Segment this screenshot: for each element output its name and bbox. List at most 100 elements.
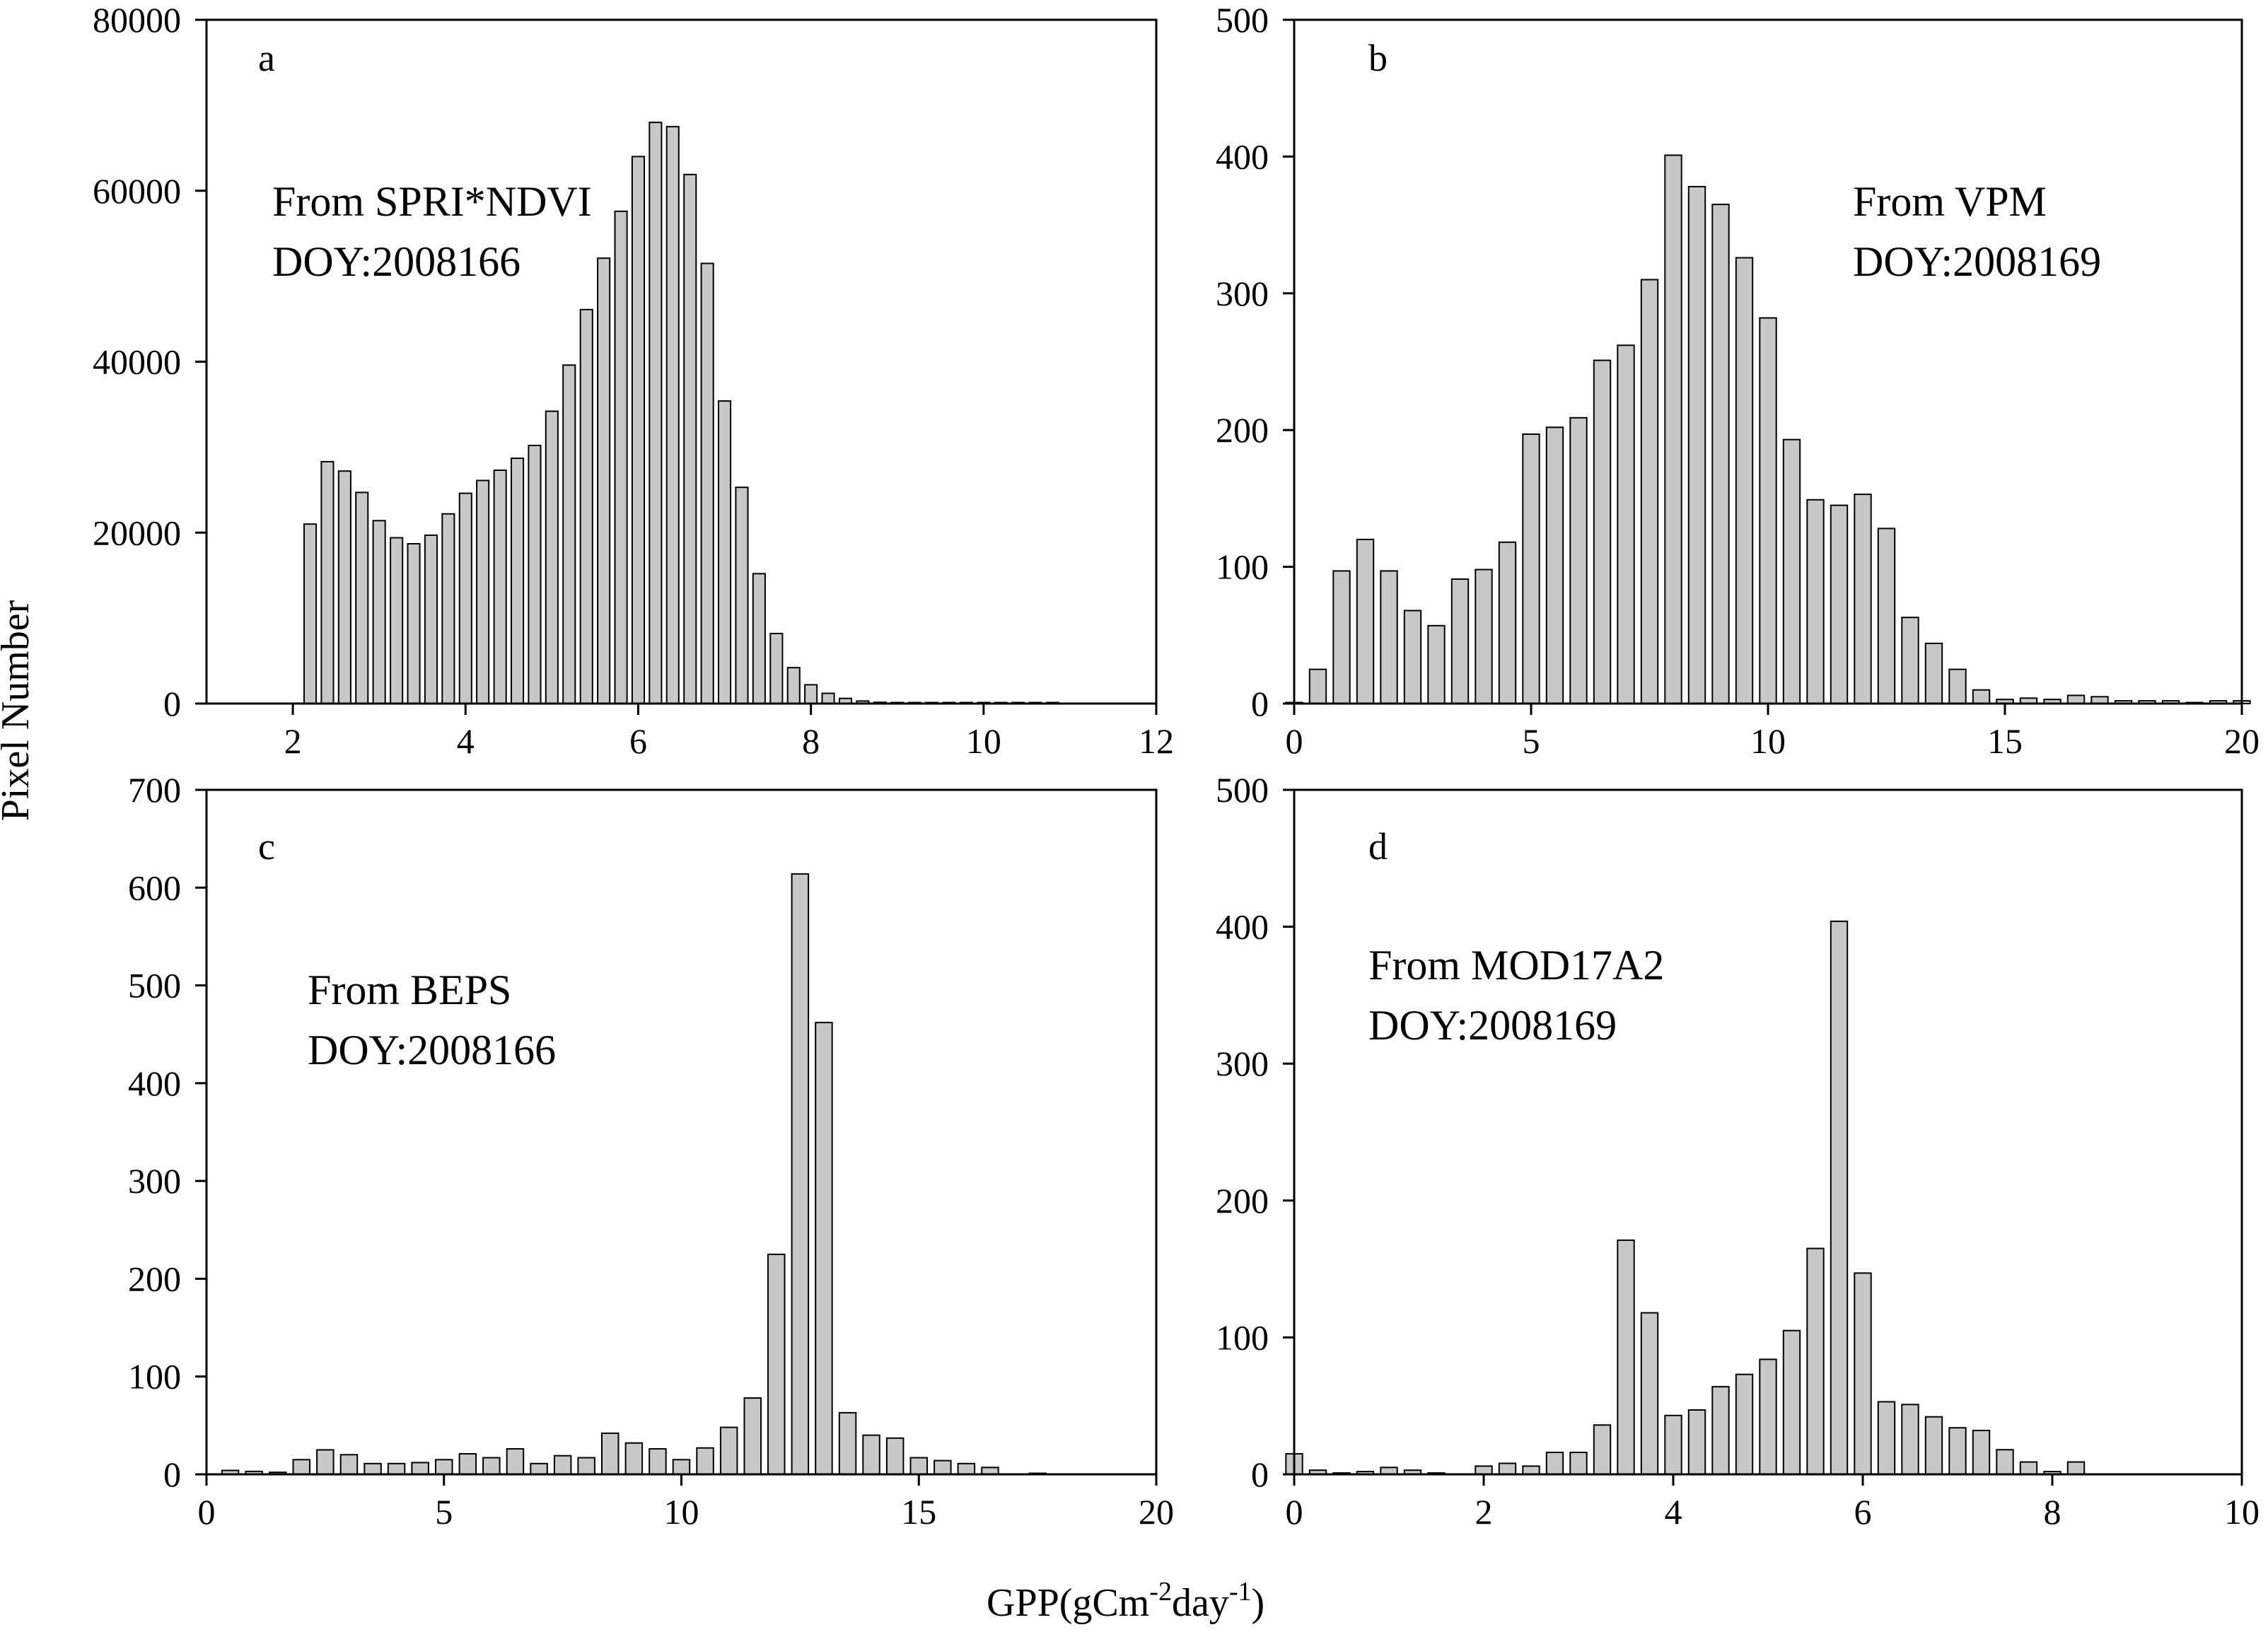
- bar-a-16: [579, 308, 593, 704]
- bar-b-12: [1569, 416, 1588, 704]
- bar-b-2: [1332, 570, 1351, 705]
- y-tick-label-d-0: 0: [1251, 1455, 1269, 1494]
- bar-c-21: [719, 1426, 738, 1475]
- y-tick-label-d-4: 400: [1216, 907, 1269, 947]
- x-axis-title-sup2: -1: [1229, 1577, 1252, 1607]
- bar-d-8: [1498, 1462, 1517, 1475]
- bar-a-17: [597, 257, 611, 704]
- bar-a-30: [821, 692, 835, 704]
- bar-a-7: [424, 534, 438, 705]
- x-tick-label-b-2: 10: [1750, 721, 1786, 761]
- bar-d-22: [1830, 920, 1849, 1475]
- plot-frame-d: [1293, 788, 2243, 1476]
- annotation-a-1: DOY:2008166: [272, 238, 521, 285]
- bar-d-30: [2019, 1461, 2038, 1476]
- bar-d-18: [1735, 1373, 1754, 1475]
- bar-b-17: [1687, 185, 1706, 704]
- bar-a-5: [390, 537, 404, 704]
- bar-a-6: [407, 543, 421, 704]
- x-tick-label-a-1: 4: [457, 721, 475, 761]
- bar-b-29: [1972, 689, 1991, 705]
- x-tick-label-a-5: 12: [1139, 721, 1174, 761]
- x-tick-label-b-4: 20: [2224, 721, 2260, 761]
- panel-letter-a: a: [258, 37, 275, 79]
- bar-a-15: [562, 364, 576, 704]
- bar-a-9: [458, 492, 472, 704]
- bar-d-20: [1782, 1329, 1801, 1475]
- x-tick-label-d-1: 2: [1475, 1492, 1493, 1532]
- bar-c-10: [458, 1453, 477, 1475]
- bar-c-18: [649, 1448, 667, 1475]
- bar-d-11: [1569, 1452, 1588, 1475]
- bar-c-4: [316, 1449, 335, 1475]
- bar-b-22: [1806, 499, 1825, 704]
- x-tick-label-d-5: 10: [2224, 1492, 2260, 1532]
- x-tick-label-a-0: 2: [284, 721, 302, 761]
- bar-c-27: [862, 1434, 880, 1475]
- bar-a-14: [545, 410, 559, 704]
- bar-d-32: [2066, 1461, 2086, 1476]
- bar-b-21: [1782, 438, 1801, 704]
- bar-a-22: [683, 173, 697, 705]
- bar-b-27: [1924, 642, 1943, 705]
- x-axis-title: GPP(gCm-2day-1): [987, 1577, 1264, 1625]
- bar-c-29: [909, 1457, 928, 1475]
- bar-d-10: [1545, 1452, 1564, 1475]
- y-tick-label-c-2: 200: [128, 1259, 181, 1298]
- bar-a-12: [511, 457, 525, 704]
- bar-c-8: [411, 1462, 429, 1475]
- x-tick-label-c-2: 10: [664, 1492, 699, 1532]
- x-axis-title-main: GPP(gCm: [987, 1581, 1149, 1625]
- panel-letter-b: b: [1368, 37, 1388, 79]
- y-tick-label-d-1: 100: [1216, 1317, 1269, 1357]
- panel-a: 2 4 6 8 10 12 0 20000 40000 60000 80000 a From SPRI*…: [93, 0, 1174, 761]
- y-tick-label-b-0: 0: [1251, 684, 1269, 723]
- x-tick-label-c-4: 20: [1139, 1492, 1174, 1532]
- bar-d-12: [1593, 1424, 1612, 1476]
- bar-a-4: [372, 520, 386, 704]
- bar-b-5: [1403, 610, 1422, 704]
- bar-b-7: [1450, 578, 1470, 704]
- x-tick-label-c-3: 15: [901, 1492, 936, 1532]
- y-tick-label-c-0: 0: [163, 1455, 181, 1494]
- bar-b-9: [1498, 541, 1517, 704]
- bar-d-27: [1948, 1427, 1967, 1475]
- bar-b-25: [1877, 528, 1896, 705]
- bar-d-19: [1759, 1358, 1777, 1476]
- bar-a-18: [614, 210, 628, 704]
- x-tick-label-a-4: 10: [966, 721, 1001, 761]
- y-tick-label-a-0: 0: [163, 684, 181, 723]
- bar-b-11: [1545, 426, 1564, 704]
- bar-b-4: [1380, 570, 1398, 705]
- bar-d-9: [1522, 1465, 1540, 1475]
- bar-c-9: [435, 1459, 453, 1476]
- x-tick-label-a-3: 8: [802, 721, 820, 761]
- y-tick-label-d-3: 300: [1216, 1044, 1269, 1083]
- bar-b-14: [1617, 344, 1635, 704]
- bar-d-16: [1687, 1409, 1706, 1475]
- x-tick-label-b-1: 5: [1523, 721, 1540, 761]
- bar-a-8: [441, 513, 455, 704]
- bar-d-26: [1924, 1416, 1943, 1475]
- x-tick-label-c-1: 5: [435, 1492, 453, 1532]
- x-tick-label-b-0: 0: [1286, 721, 1303, 761]
- y-axis-title: Pixel Number: [0, 600, 37, 821]
- x-tick-label-d-0: 0: [1286, 1492, 1303, 1532]
- bar-c-24: [791, 873, 810, 1475]
- bar-a-21: [665, 126, 680, 705]
- bar-c-6: [364, 1462, 382, 1476]
- bar-c-28: [885, 1437, 905, 1476]
- bar-d-23: [1854, 1272, 1872, 1476]
- y-tick-label-b-3: 300: [1216, 274, 1269, 313]
- bar-c-16: [601, 1432, 620, 1476]
- bar-a-11: [493, 470, 507, 704]
- x-axis-title-mid: day: [1172, 1581, 1229, 1625]
- bar-c-12: [506, 1448, 525, 1475]
- x-tick-label-d-4: 8: [2044, 1492, 2061, 1532]
- bar-b-6: [1427, 624, 1446, 704]
- annotation-c-1: DOY:2008166: [308, 1027, 556, 1073]
- bar-c-3: [292, 1459, 310, 1476]
- bar-b-20: [1759, 317, 1777, 705]
- bar-c-25: [815, 1022, 833, 1475]
